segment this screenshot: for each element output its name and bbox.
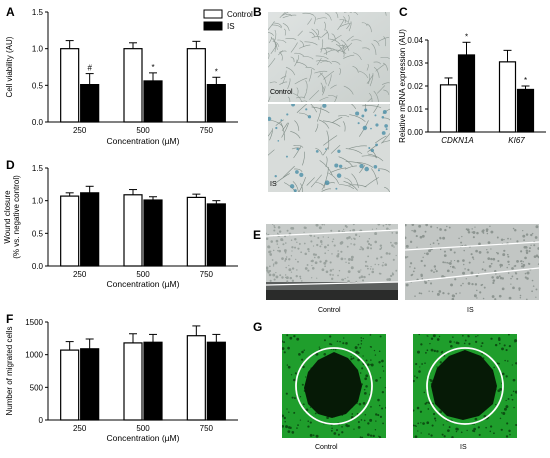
chart-c-bar-control xyxy=(498,61,517,133)
chart-c-ylabel: Relative mRNA expression (AU) xyxy=(398,29,407,143)
chart-f-xtick-label: 500 xyxy=(136,424,150,433)
chart-c-xtick-label: KI67 xyxy=(508,136,525,145)
chart-c-ytick-label: 0.04 xyxy=(407,36,423,45)
chart-a-xtick-label: 250 xyxy=(73,126,87,135)
chart-d-ylabel: Wound closure(% vs. negative control) xyxy=(3,175,21,259)
chart-d-ytick-label: 1.0 xyxy=(32,197,44,206)
label-b-control: Control xyxy=(270,89,293,96)
chart-a-xtick-label: 500 xyxy=(136,126,150,135)
chart-d-bar-is xyxy=(206,203,226,267)
chart-c-ytick-label: 0.03 xyxy=(407,59,423,68)
chart-a-significance: * xyxy=(215,67,218,76)
chart-c-xtick-label: CDKN1A xyxy=(441,136,473,145)
chart-f-ytick-label: 500 xyxy=(30,383,44,392)
chart-c-bar-control xyxy=(439,84,458,133)
micrograph-b-is-image xyxy=(268,104,390,192)
chart-c-bar-is xyxy=(457,54,476,133)
chart-a-ytick-label: 0.5 xyxy=(32,81,44,90)
chart-a-ytick-label: 1.0 xyxy=(32,45,44,54)
micrograph-e-is xyxy=(405,224,539,300)
micrograph-b-control xyxy=(268,12,390,102)
chart-d-ytick-label: 0.5 xyxy=(32,229,44,238)
panel-letter-d: D xyxy=(6,158,15,172)
chart-d-bar-control xyxy=(60,195,80,267)
chart-a-significance: * xyxy=(151,63,154,72)
fluorescence-g-control-image xyxy=(282,334,386,438)
chart-d-bar-control xyxy=(123,194,143,267)
chart-a-xlabel: Concentration (µM) xyxy=(107,136,180,146)
chart-a-bar-is xyxy=(206,83,226,123)
label-g-control: Control xyxy=(315,444,338,451)
legend-is-swatch xyxy=(203,21,223,31)
chart-d-bar-is xyxy=(80,192,100,267)
chart-a-bar-is xyxy=(143,80,163,123)
chart-c-ytick-label: 0.02 xyxy=(407,82,423,91)
chart-c-ytick-label: 0.00 xyxy=(407,128,423,137)
chart-d-xtick-label: 500 xyxy=(136,270,150,279)
fluorescence-g-is xyxy=(413,334,517,438)
label-e-control: Control xyxy=(318,307,341,314)
chart-f-bar-is xyxy=(80,348,100,421)
chart-f-ytick-label: 1500 xyxy=(25,318,43,327)
chart-a-bar-is xyxy=(80,83,100,123)
chart-f-ylabel: Number of migrated cells xyxy=(5,327,14,416)
chart-c-ytick-label: 0.01 xyxy=(407,105,423,114)
chart-f-xlabel: Concentration (µM) xyxy=(107,433,180,443)
panel-letter-g: G xyxy=(253,320,263,334)
chart-f-ytick-label: 1000 xyxy=(25,351,43,360)
legend-is-label: IS xyxy=(227,22,235,31)
chart-a-xtick-label: 750 xyxy=(200,126,214,135)
chart-d-bar-control xyxy=(186,196,206,267)
chart-f-bar-is xyxy=(143,341,163,421)
fluorescence-g-is-image xyxy=(413,334,517,438)
chart-a-bar-control xyxy=(60,48,80,123)
label-e-is: IS xyxy=(467,307,474,314)
chart-a-significance: # xyxy=(87,64,92,73)
micrograph-e-is-image xyxy=(405,224,539,300)
chart-d-ytick-label: 0.0 xyxy=(32,262,44,271)
chart-a-ytick-label: 1.5 xyxy=(32,8,44,17)
chart-f-bar-control xyxy=(60,349,80,421)
chart-f-xtick-label: 750 xyxy=(200,424,214,433)
micrograph-b-control-image xyxy=(268,12,390,102)
micrograph-e-control-image xyxy=(266,224,398,300)
legend-control-label: Control xyxy=(227,10,253,19)
label-g-is: IS xyxy=(460,444,467,451)
micrograph-e-control xyxy=(266,224,398,300)
chart-f-bar-control xyxy=(186,335,206,421)
chart-a-ylabel: Cell viability (AU) xyxy=(5,36,14,97)
label-b-is: IS xyxy=(270,181,277,188)
panel-letter-b: B xyxy=(253,5,262,19)
chart-d-xlabel: Concentration (µM) xyxy=(107,279,180,289)
chart-d-bar-is xyxy=(143,199,163,267)
chart-c-bar-is xyxy=(516,88,535,133)
chart-a-ytick-label: 0.0 xyxy=(32,118,44,127)
chart-c-significance: * xyxy=(524,76,527,85)
panel-letter-f: F xyxy=(6,312,14,326)
fluorescence-g-control xyxy=(282,334,386,438)
chart-f-xtick-label: 250 xyxy=(73,424,87,433)
chart-a-bar-control xyxy=(186,48,206,123)
chart-c-significance: * xyxy=(465,32,468,41)
chart-a-bar-control xyxy=(123,48,143,123)
panel-letter-c: C xyxy=(399,5,408,19)
chart-f-bar-control xyxy=(123,342,143,421)
chart-f-ytick-label: 0 xyxy=(39,416,44,425)
legend-control-swatch xyxy=(203,9,223,19)
micrograph-b-is xyxy=(268,104,390,192)
panel-letter-a: A xyxy=(6,5,15,19)
chart-d-xtick-label: 250 xyxy=(73,270,87,279)
panel-letter-e: E xyxy=(253,228,262,242)
chart-d-ytick-label: 1.5 xyxy=(32,164,44,173)
chart-f-bar-is xyxy=(206,341,226,421)
chart-d-xtick-label: 750 xyxy=(200,270,214,279)
